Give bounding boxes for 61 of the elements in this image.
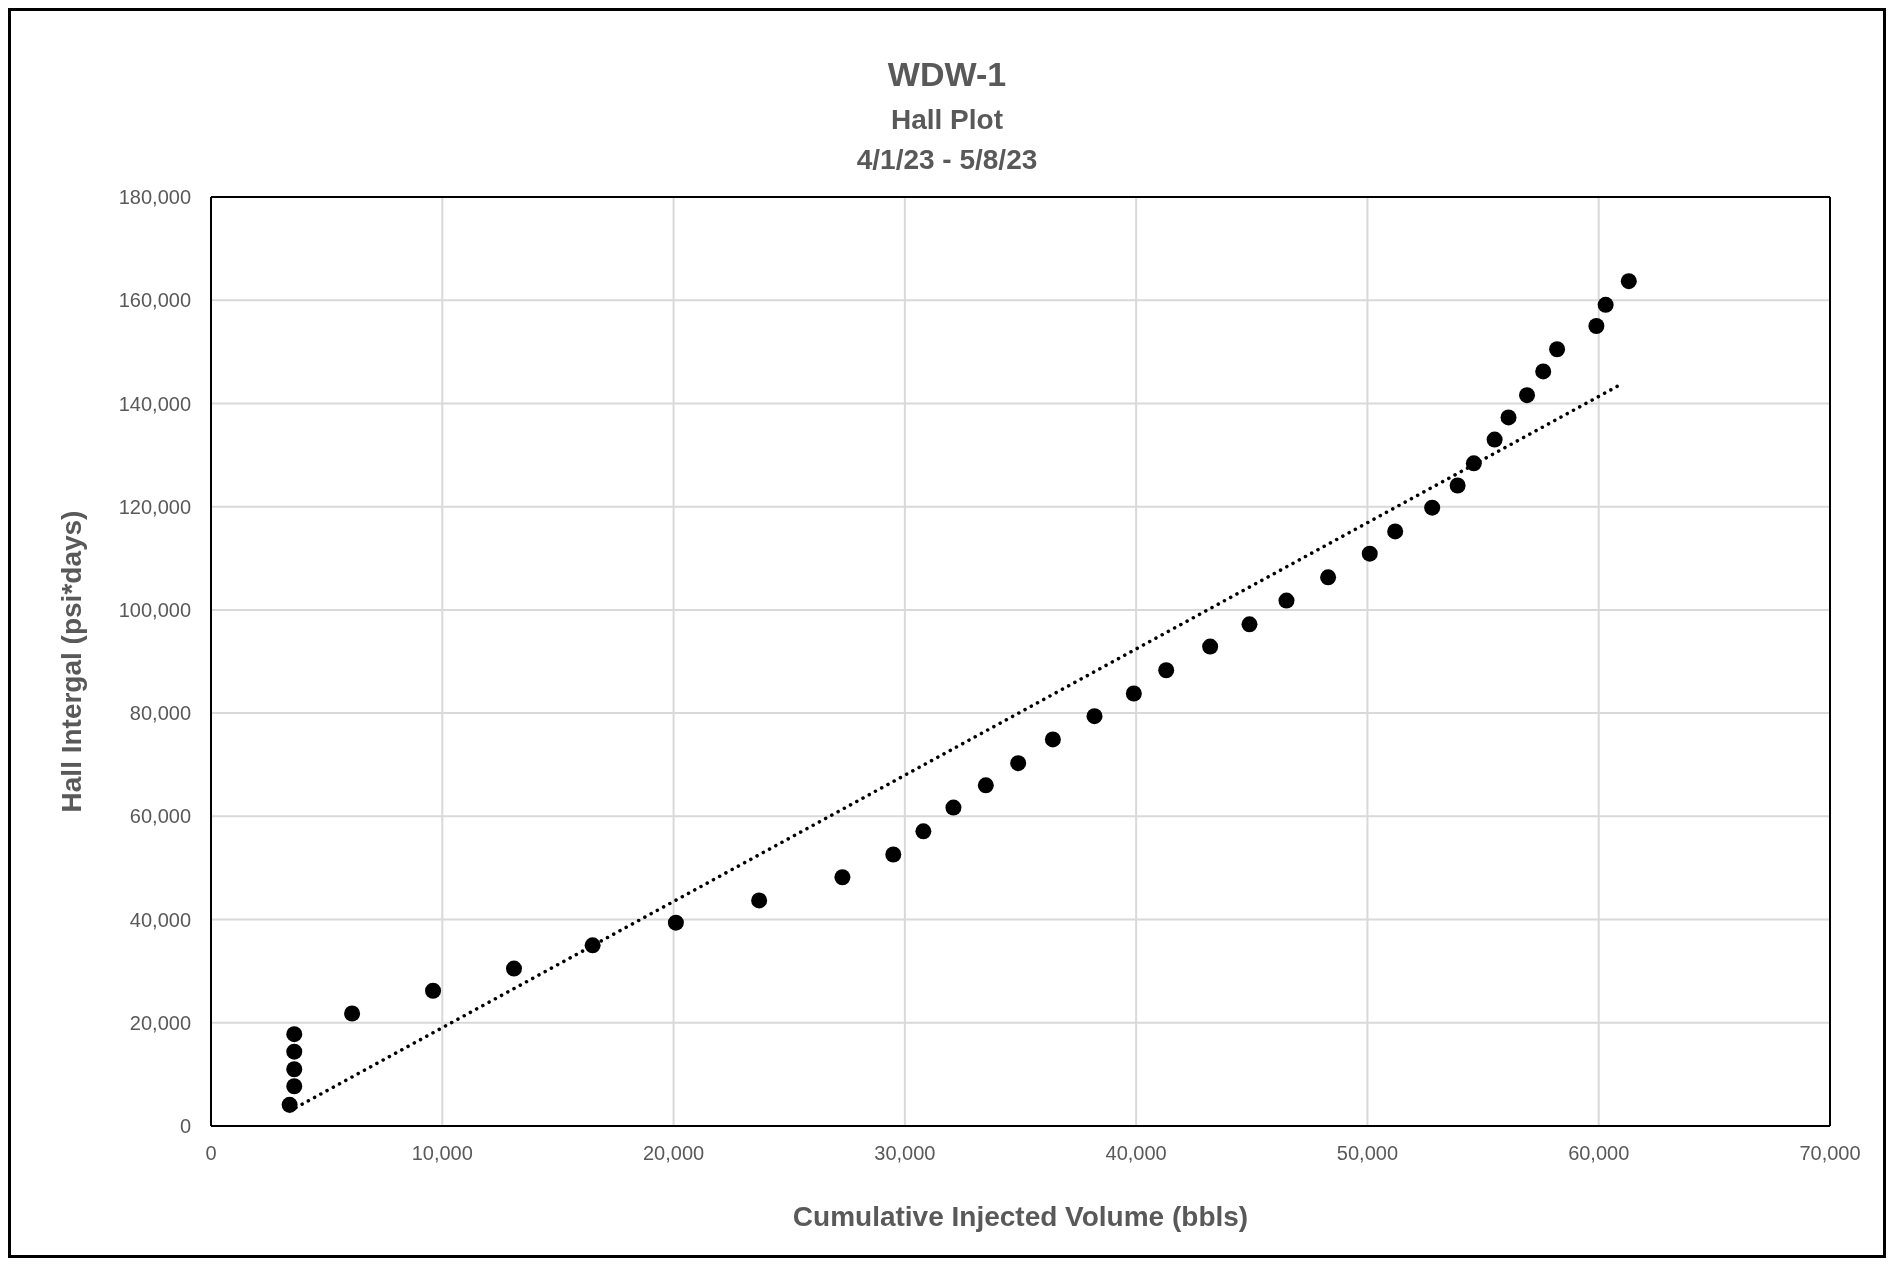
point — [1158, 662, 1175, 679]
point — [1387, 523, 1404, 540]
y-tick-label: 60,000 — [129, 805, 191, 828]
y-tick-label: 140,000 — [118, 392, 191, 415]
point — [584, 937, 601, 954]
y-tick-label: 160,000 — [118, 289, 191, 312]
y-tick-label: 0 — [179, 1115, 191, 1138]
x-tick-label: 40,000 — [1105, 1142, 1167, 1165]
point — [1465, 455, 1482, 472]
point — [977, 777, 994, 794]
point — [1486, 431, 1503, 448]
point — [1519, 387, 1536, 404]
point — [1588, 318, 1605, 335]
point — [945, 799, 962, 816]
point — [751, 892, 768, 909]
point — [1125, 685, 1142, 702]
point — [286, 1061, 303, 1078]
point — [1010, 755, 1027, 772]
point — [286, 1078, 303, 1095]
x-tick-label: 10,000 — [411, 1142, 473, 1165]
point — [1361, 545, 1378, 562]
y-tick-label: 100,000 — [118, 598, 191, 621]
point — [1597, 296, 1614, 313]
point — [1202, 638, 1219, 655]
point — [834, 869, 851, 886]
x-tick-label: 20,000 — [642, 1142, 705, 1165]
text: 4/1/23 - 5/8/23 — [855, 144, 1039, 176]
point — [1320, 569, 1337, 586]
point — [505, 960, 522, 977]
point — [286, 1043, 303, 1060]
point — [1549, 341, 1566, 358]
point — [286, 1026, 303, 1043]
y-tick-label: 40,000 — [129, 908, 191, 931]
chart-subtitle: Hall Plot — [890, 104, 1004, 136]
point — [915, 823, 932, 840]
point — [344, 1005, 361, 1022]
x-tick-label: 0 — [205, 1142, 217, 1165]
point — [281, 1096, 298, 1113]
point — [1044, 731, 1061, 748]
y-tick-label: 180,000 — [118, 186, 191, 209]
x-tick-label: 60,000 — [1568, 1142, 1630, 1165]
y-tick-label: 80,000 — [129, 702, 191, 725]
x-tick-label: 70,000 — [1799, 1142, 1861, 1165]
y-tick-label: 20,000 — [129, 1011, 191, 1034]
point — [425, 982, 442, 999]
point — [1449, 477, 1466, 494]
x-axis-title: Cumulative Injected Volume (bbls) — [792, 1201, 1249, 1232]
point — [1500, 409, 1517, 426]
x-tick-label: 50,000 — [1336, 1142, 1399, 1165]
point — [1278, 592, 1295, 609]
point — [1620, 273, 1637, 290]
point — [885, 846, 902, 863]
y-tick-label: 120,000 — [118, 495, 191, 518]
point — [667, 914, 684, 931]
point — [1535, 363, 1552, 380]
point — [1424, 499, 1441, 516]
chart-title: WDW-1 — [886, 55, 1008, 94]
x-tick-label: 30,000 — [874, 1142, 936, 1165]
point — [1241, 616, 1258, 633]
y-axis-title: Hall Intergal (psi*days) — [55, 510, 87, 813]
point — [1086, 708, 1103, 725]
